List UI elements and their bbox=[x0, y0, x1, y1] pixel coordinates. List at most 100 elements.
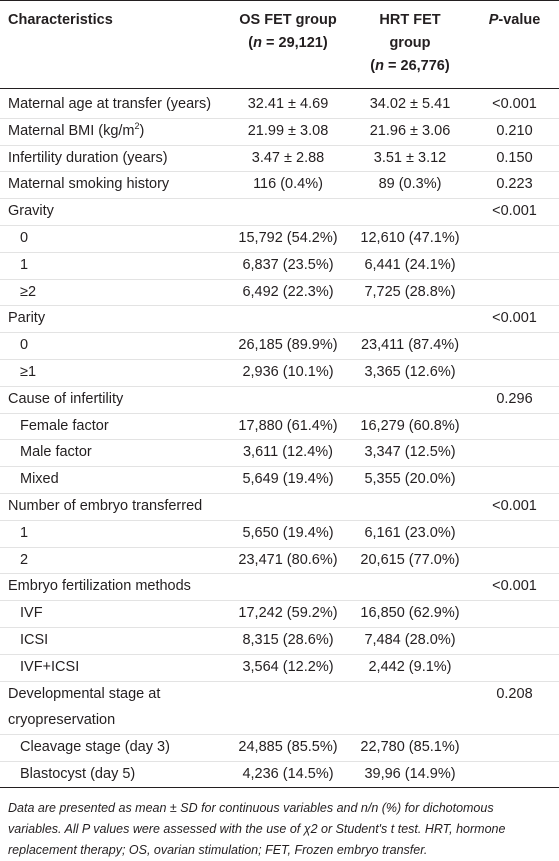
row-label: Male factor bbox=[20, 444, 92, 461]
os-cell: 5,650 (19.4%) bbox=[242, 524, 334, 541]
row-label: ≥2 bbox=[20, 283, 37, 300]
os-cell: 21.99 ± 3.08 bbox=[247, 122, 329, 139]
row-rule bbox=[0, 680, 559, 682]
header-line: (n = 26,776) bbox=[350, 55, 470, 78]
header-line: Characteristics bbox=[8, 12, 113, 28]
row-rule bbox=[0, 653, 559, 655]
hrt-cell: 16,850 (62.9%) bbox=[360, 605, 460, 622]
p-cell: <0.001 bbox=[492, 498, 537, 514]
header-cell: Characteristics bbox=[8, 9, 228, 32]
header-rule bbox=[0, 88, 559, 89]
label-line: cryopreservation bbox=[8, 712, 116, 729]
text-part: ( bbox=[370, 58, 376, 74]
row-label: Maternal BMI (kg/m2) bbox=[8, 121, 144, 141]
text-part: -value bbox=[498, 12, 541, 28]
row-label: Parity bbox=[8, 310, 46, 327]
hrt-cell: 23,411 (87.4%) bbox=[360, 337, 460, 354]
row-rule bbox=[0, 305, 559, 307]
row-rule bbox=[0, 466, 559, 468]
hrt-cell: 89 (0.3%) bbox=[378, 176, 442, 193]
row-label: ICSI bbox=[20, 632, 49, 648]
row-label: Female factor bbox=[20, 417, 109, 434]
row-rule bbox=[0, 493, 559, 494]
text-part: n bbox=[253, 35, 262, 51]
text-part: ) bbox=[139, 122, 145, 139]
row-rule bbox=[0, 600, 559, 602]
hrt-cell: 20,615 (77.0%) bbox=[360, 551, 460, 568]
footnote-line: variables. All P values were assessed wi… bbox=[8, 822, 506, 836]
label-line: Developmental stage at bbox=[8, 685, 161, 702]
os-cell: 3,611 (12.4%) bbox=[242, 444, 333, 461]
header-line: P-value bbox=[470, 9, 559, 32]
hrt-cell: 5,355 (20.0%) bbox=[364, 471, 456, 488]
os-cell: 24,885 (85.5%) bbox=[238, 739, 338, 756]
row-rule bbox=[0, 573, 559, 575]
row-label: Blastocyst (day 5) bbox=[20, 766, 136, 782]
os-cell: 32.41 ± 4.69 bbox=[247, 96, 329, 112]
row-label: Embryo fertilization methods bbox=[8, 578, 191, 595]
row-rule bbox=[0, 385, 559, 387]
row-rule bbox=[0, 144, 559, 146]
bottom-rule bbox=[0, 787, 559, 788]
row-rule bbox=[0, 761, 559, 762]
row-rule bbox=[0, 117, 559, 119]
os-cell: 116 (0.4%) bbox=[253, 176, 323, 193]
row-label: 0 bbox=[20, 337, 29, 354]
hrt-cell: 3,347 (12.5%) bbox=[364, 444, 456, 461]
text-part: = 26,776) bbox=[384, 58, 450, 74]
row-label: 1 bbox=[20, 524, 29, 541]
row-rule bbox=[0, 546, 559, 548]
header-line: OS FET group bbox=[239, 12, 337, 28]
hrt-cell: 22,780 (85.1%) bbox=[360, 739, 460, 756]
os-cell: 15,792 (54.2%) bbox=[238, 230, 338, 246]
row-rule bbox=[0, 734, 559, 736]
row-rule bbox=[0, 412, 559, 414]
footnote: Data are presented as mean ± SD for cont… bbox=[8, 798, 505, 861]
hrt-cell: 21.96 ± 3.06 bbox=[369, 122, 451, 139]
text-part: P bbox=[488, 12, 499, 28]
text-part: Maternal BMI (kg/m bbox=[8, 122, 135, 139]
text-part: ( bbox=[248, 35, 254, 51]
os-cell: 3,564 (12.2%) bbox=[242, 658, 334, 675]
hrt-cell: 6,441 (24.1%) bbox=[364, 256, 456, 273]
row-rule bbox=[0, 627, 559, 628]
text-part: 2 bbox=[134, 120, 140, 131]
header-line: HRT FET bbox=[379, 12, 441, 28]
row-rule bbox=[0, 225, 559, 226]
footnote-line: replacement therapy; OS, ovarian stimula… bbox=[8, 843, 428, 857]
hrt-cell: 39,96 (14.9%) bbox=[364, 766, 456, 782]
header-cell: HRT FET group (n = 26,776) bbox=[350, 9, 470, 78]
os-cell: 23,471 (80.6%) bbox=[238, 551, 338, 568]
row-label: Maternal age at transfer (years) bbox=[8, 96, 212, 112]
text-part: = 29,121) bbox=[262, 35, 328, 51]
row-label: ≥1 bbox=[20, 364, 37, 380]
row-label: Infertility duration (years) bbox=[8, 149, 168, 166]
hrt-cell: 12,610 (47.1%) bbox=[360, 230, 460, 246]
row-label: IVF+ICSI bbox=[20, 658, 80, 675]
p-cell: 0.296 bbox=[496, 390, 533, 407]
row-rule bbox=[0, 251, 559, 253]
hrt-cell: 7,725 (28.8%) bbox=[364, 283, 456, 300]
row-label: IVF bbox=[20, 605, 43, 622]
p-cell: 0.208 bbox=[496, 685, 533, 702]
row-label: Gravity bbox=[8, 203, 54, 220]
hrt-cell: 34.02 ± 5.41 bbox=[369, 96, 451, 112]
row-label: 1 bbox=[20, 256, 29, 273]
os-cell: 26,185 (89.9%) bbox=[238, 337, 338, 354]
hrt-cell: 16,279 (60.8%) bbox=[360, 417, 460, 434]
row-label: Cleavage stage (day 3) bbox=[20, 739, 170, 756]
row-label: Mixed bbox=[20, 471, 59, 488]
os-cell: 8,315 (28.6%) bbox=[242, 632, 334, 648]
row-rule bbox=[0, 439, 559, 441]
row-label: 2 bbox=[20, 551, 29, 568]
p-cell: <0.001 bbox=[492, 310, 537, 327]
os-cell: 3.47 ± 2.88 bbox=[251, 149, 325, 166]
row-label: 0 bbox=[20, 230, 29, 246]
p-cell: <0.001 bbox=[492, 578, 537, 595]
text-part: n bbox=[375, 58, 384, 74]
os-cell: 4,236 (14.5%) bbox=[242, 766, 334, 782]
row-rule bbox=[0, 519, 559, 521]
p-cell: 0.210 bbox=[496, 122, 533, 139]
os-cell: 6,837 (23.5%) bbox=[242, 256, 334, 273]
